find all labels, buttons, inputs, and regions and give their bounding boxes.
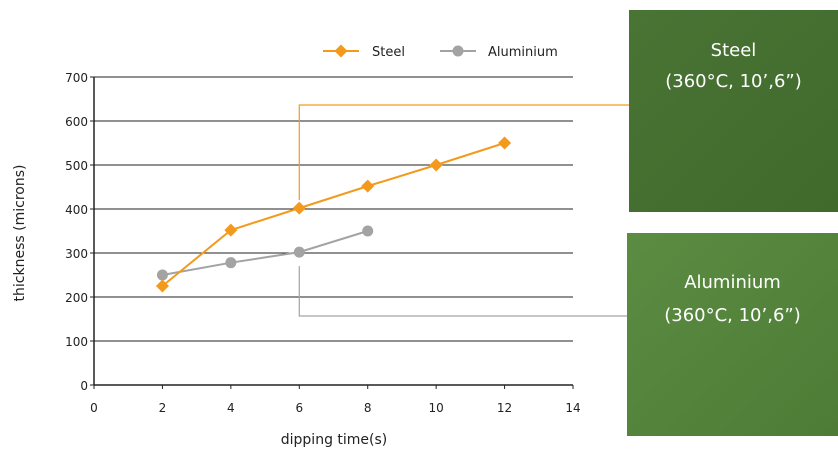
y-tick-label: 100 <box>65 335 88 349</box>
y-tick-label: 500 <box>65 159 88 173</box>
sample-panel-steel-conditions: (360°C, 10’,6”) <box>665 71 802 92</box>
y-tick-label: 0 <box>80 379 88 393</box>
x-tick-label: 2 <box>159 401 167 415</box>
data-point-steel <box>429 158 443 172</box>
data-point-aluminium <box>293 246 305 258</box>
x-tick-label: 12 <box>497 401 512 415</box>
connector-steel <box>298 104 629 201</box>
sample-panel-steel <box>629 10 838 212</box>
x-tick-label: 4 <box>227 401 235 415</box>
data-point-steel <box>361 179 375 193</box>
y-tick-label: 400 <box>65 203 88 217</box>
data-point-steel <box>498 136 512 150</box>
x-tick-label: 8 <box>364 401 372 415</box>
legend-label-steel: Steel <box>372 45 405 60</box>
sample-panel-steel-title: Steel <box>711 40 757 61</box>
series-line-steel <box>161 142 505 287</box>
x-tick-label: 10 <box>429 401 444 415</box>
data-point-aluminium <box>362 225 374 237</box>
legend-marker-steel <box>334 44 348 58</box>
data-point-steel <box>292 201 306 215</box>
x-axis-label: dipping time(s) <box>281 432 388 448</box>
y-tick-label: 300 <box>65 247 88 261</box>
legend-label-aluminium: Aluminium <box>488 45 558 60</box>
x-tick-label: 6 <box>295 401 303 415</box>
connector-aluminium <box>298 266 627 317</box>
legend-marker-aluminium <box>452 45 464 57</box>
data-point-aluminium <box>225 257 237 269</box>
sample-panel-aluminium-title: Aluminium <box>684 272 781 293</box>
sample-panel-aluminium-conditions: (360°C, 10’,6”) <box>664 305 801 326</box>
sample-panel-aluminium <box>627 233 838 436</box>
series-line-aluminium <box>162 230 369 276</box>
y-tick-label: 200 <box>65 291 88 305</box>
x-tick-label: 0 <box>90 401 98 415</box>
data-point-aluminium <box>156 269 168 281</box>
x-tick-label: 14 <box>565 401 580 415</box>
y-tick-label: 600 <box>65 115 88 129</box>
y-tick-label: 700 <box>65 71 88 85</box>
y-axis-label: thickness (microns) <box>12 165 28 302</box>
data-point-steel <box>224 223 238 237</box>
data-point-steel <box>155 279 169 293</box>
